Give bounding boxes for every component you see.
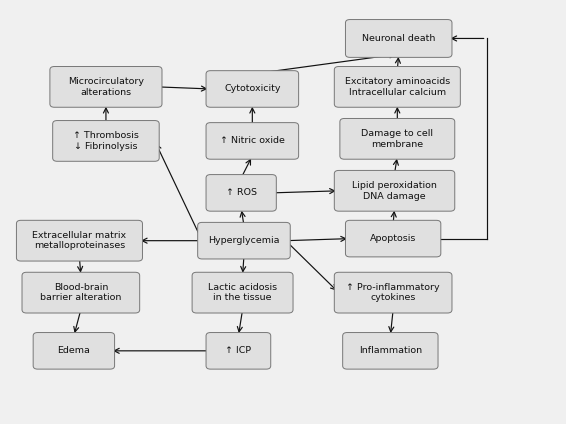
FancyBboxPatch shape	[206, 175, 276, 211]
Text: Apoptosis: Apoptosis	[370, 234, 417, 243]
FancyBboxPatch shape	[192, 272, 293, 313]
Text: Inflammation: Inflammation	[359, 346, 422, 355]
FancyBboxPatch shape	[345, 20, 452, 57]
Text: ↑ Pro-inflammatory
cytokines: ↑ Pro-inflammatory cytokines	[346, 283, 440, 302]
Text: Cytotoxicity: Cytotoxicity	[224, 84, 281, 93]
Text: Extracellular matrix
metalloproteinases: Extracellular matrix metalloproteinases	[32, 231, 127, 251]
FancyBboxPatch shape	[22, 272, 140, 313]
Text: Lactic acidosis
in the tissue: Lactic acidosis in the tissue	[208, 283, 277, 302]
Text: Hyperglycemia: Hyperglycemia	[208, 236, 280, 245]
FancyBboxPatch shape	[206, 123, 299, 159]
FancyBboxPatch shape	[206, 71, 299, 107]
Text: ↑ Nitric oxide: ↑ Nitric oxide	[220, 137, 285, 145]
FancyBboxPatch shape	[198, 223, 290, 259]
Text: Lipid peroxidation
DNA damage: Lipid peroxidation DNA damage	[352, 181, 437, 201]
Text: Neuronal death: Neuronal death	[362, 34, 435, 43]
FancyBboxPatch shape	[53, 120, 159, 161]
FancyBboxPatch shape	[335, 67, 460, 107]
FancyBboxPatch shape	[50, 67, 162, 107]
FancyBboxPatch shape	[33, 332, 114, 369]
FancyBboxPatch shape	[340, 118, 454, 159]
Text: Blood-brain
barrier alteration: Blood-brain barrier alteration	[40, 283, 122, 302]
FancyBboxPatch shape	[342, 332, 438, 369]
Text: ↑ ICP: ↑ ICP	[225, 346, 251, 355]
Text: Edema: Edema	[57, 346, 91, 355]
Text: Excitatory aminoacids
Intracellular calcium: Excitatory aminoacids Intracellular calc…	[345, 77, 450, 97]
Text: Damage to cell
membrane: Damage to cell membrane	[361, 129, 434, 148]
Text: ↑ Thrombosis
↓ Fibrinolysis: ↑ Thrombosis ↓ Fibrinolysis	[73, 131, 139, 151]
FancyBboxPatch shape	[206, 332, 271, 369]
FancyBboxPatch shape	[345, 220, 441, 257]
Text: ↑ ROS: ↑ ROS	[226, 188, 256, 198]
FancyBboxPatch shape	[16, 220, 143, 261]
FancyBboxPatch shape	[335, 170, 454, 211]
FancyBboxPatch shape	[335, 272, 452, 313]
Text: Microcirculatory
alterations: Microcirculatory alterations	[68, 77, 144, 97]
